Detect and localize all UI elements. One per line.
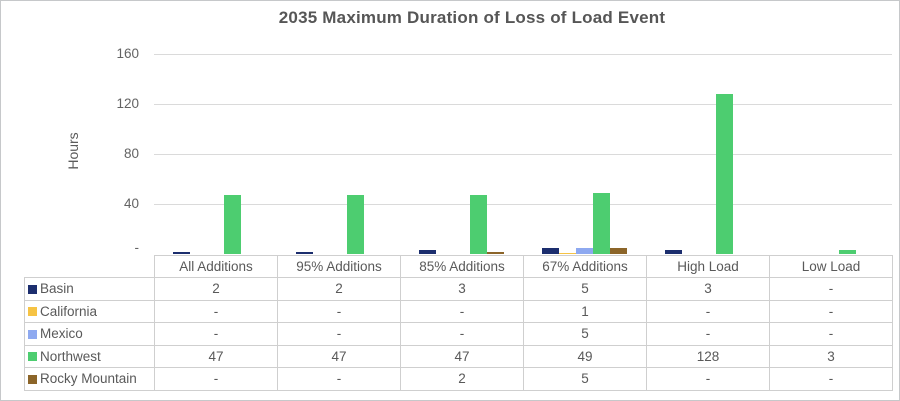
bar-california-67-additions	[559, 252, 576, 254]
bar-basin-85-additions	[419, 250, 436, 254]
series-label: Mexico	[40, 326, 83, 342]
chart-title: 2035 Maximum Duration of Loss of Load Ev…	[278, 8, 666, 27]
table-row-mexico: Mexico - - -5- -	[24, 322, 893, 346]
y-tick-label: 160	[116, 46, 139, 61]
table-row-rocky-mountain: Rocky Mountain - -2 5- -	[24, 367, 893, 391]
value-cell-basin-95-additions: 2	[277, 277, 401, 301]
bar-northwest-67-additions	[593, 192, 610, 254]
series-label: California	[40, 303, 98, 319]
value-cell-mexico-all-additions: -	[154, 322, 278, 346]
y-tick-label: -	[134, 240, 140, 255]
column-header-all-additions: All Additions	[154, 255, 278, 278]
value-cell-mexico-67-additions: 5	[523, 322, 647, 346]
value-cell-basin-85-additions: 3	[400, 277, 524, 301]
value-cell-california-high-load: -	[646, 299, 770, 323]
legend-cell-northwest: Northwest	[24, 344, 155, 368]
bar-basin-67-additions	[542, 247, 559, 254]
value-cell-basin-67-additions: 5	[523, 277, 647, 301]
table-corner-blank	[24, 255, 155, 278]
legend-cell-california: California	[24, 299, 155, 323]
column-header-95-additions: 95% Additions	[277, 255, 401, 278]
gridline	[154, 154, 892, 155]
y-axis-label: Hours	[65, 132, 81, 170]
bar-northwest-85-additions	[470, 195, 487, 254]
value-cell-northwest-95-additions: 47	[277, 344, 401, 368]
series-label: Rocky Mountain	[40, 371, 137, 387]
rocky-mountain-legend-swatch-icon	[28, 374, 37, 384]
california-legend-swatch-icon	[28, 307, 37, 317]
value-cell-mexico-low-load: -	[769, 322, 893, 346]
value-cell-mexico-95-additions: -	[277, 322, 401, 346]
value-cell-california-all-additions: -	[154, 299, 278, 323]
table-row-northwest: Northwest 47 47 47 49 128 3	[24, 344, 893, 368]
value-cell-mexico-high-load: -	[646, 322, 770, 346]
value-cell-california-67-additions: 1	[523, 299, 647, 323]
value-cell-california-low-load: -	[769, 299, 893, 323]
value-cell-rocky-mountain-67-additions: 5	[523, 367, 647, 391]
value-cell-rocky-mountain-low-load: -	[769, 367, 893, 391]
gridline	[154, 204, 892, 205]
legend-cell-basin: Basin	[24, 277, 155, 301]
value-cell-california-85-additions: -	[400, 299, 524, 323]
legend-cell-mexico: Mexico	[24, 322, 155, 346]
bar-mexico-67-additions	[576, 247, 593, 254]
mexico-legend-swatch-icon	[28, 329, 37, 339]
gridline	[154, 54, 892, 55]
column-header-low-load: Low Load	[769, 255, 893, 278]
value-cell-rocky-mountain-high-load: -	[646, 367, 770, 391]
data-table: All Additions 95% Additions 85% Additions 6…	[24, 255, 893, 391]
bar-northwest-all-additions	[224, 195, 241, 254]
table-row-california: California - - -1- -	[24, 299, 893, 323]
value-cell-rocky-mountain-all-additions: -	[154, 367, 278, 391]
value-cell-rocky-mountain-95-additions: -	[277, 367, 401, 391]
column-header-high-load: High Load	[646, 255, 770, 278]
bar-basin-high-load	[665, 250, 682, 254]
legend-cell-rocky-mountain: Rocky Mountain	[24, 367, 155, 391]
gridline	[154, 104, 892, 105]
y-tick-label: 120	[116, 96, 139, 111]
series-label: Basin	[40, 281, 74, 297]
bar-northwest-low-load	[839, 250, 856, 254]
bar-rocky-mountain-85-additions	[487, 251, 504, 254]
value-cell-northwest-67-additions: 49	[523, 344, 647, 368]
column-header-67-additions: 67% Additions	[523, 255, 647, 278]
table-row-basin: Basin 2 2 3 5 3-	[24, 277, 893, 301]
value-cell-basin-high-load: 3	[646, 277, 770, 301]
bar-rocky-mountain-67-additions	[610, 247, 627, 254]
value-cell-northwest-all-additions: 47	[154, 344, 278, 368]
value-cell-basin-all-additions: 2	[154, 277, 278, 301]
plot-area	[154, 54, 892, 254]
value-cell-basin-low-load: -	[769, 277, 893, 301]
value-cell-northwest-low-load: 3	[769, 344, 893, 368]
northwest-legend-swatch-icon	[28, 352, 37, 362]
value-cell-rocky-mountain-85-additions: 2	[400, 367, 524, 391]
y-tick-label: 80	[123, 146, 139, 161]
bar-northwest-high-load	[716, 94, 733, 254]
value-cell-northwest-85-additions: 47	[400, 344, 524, 368]
basin-legend-swatch-icon	[28, 284, 37, 294]
value-cell-northwest-high-load: 128	[646, 344, 770, 368]
bar-basin-all-additions	[173, 251, 190, 254]
column-header-85-additions: 85% Additions	[400, 255, 524, 278]
bar-northwest-95-additions	[347, 195, 364, 254]
bar-basin-95-additions	[296, 251, 313, 254]
value-cell-mexico-85-additions: -	[400, 322, 524, 346]
y-tick-label: 40	[123, 196, 139, 211]
series-label: Northwest	[40, 348, 101, 364]
value-cell-california-95-additions: -	[277, 299, 401, 323]
